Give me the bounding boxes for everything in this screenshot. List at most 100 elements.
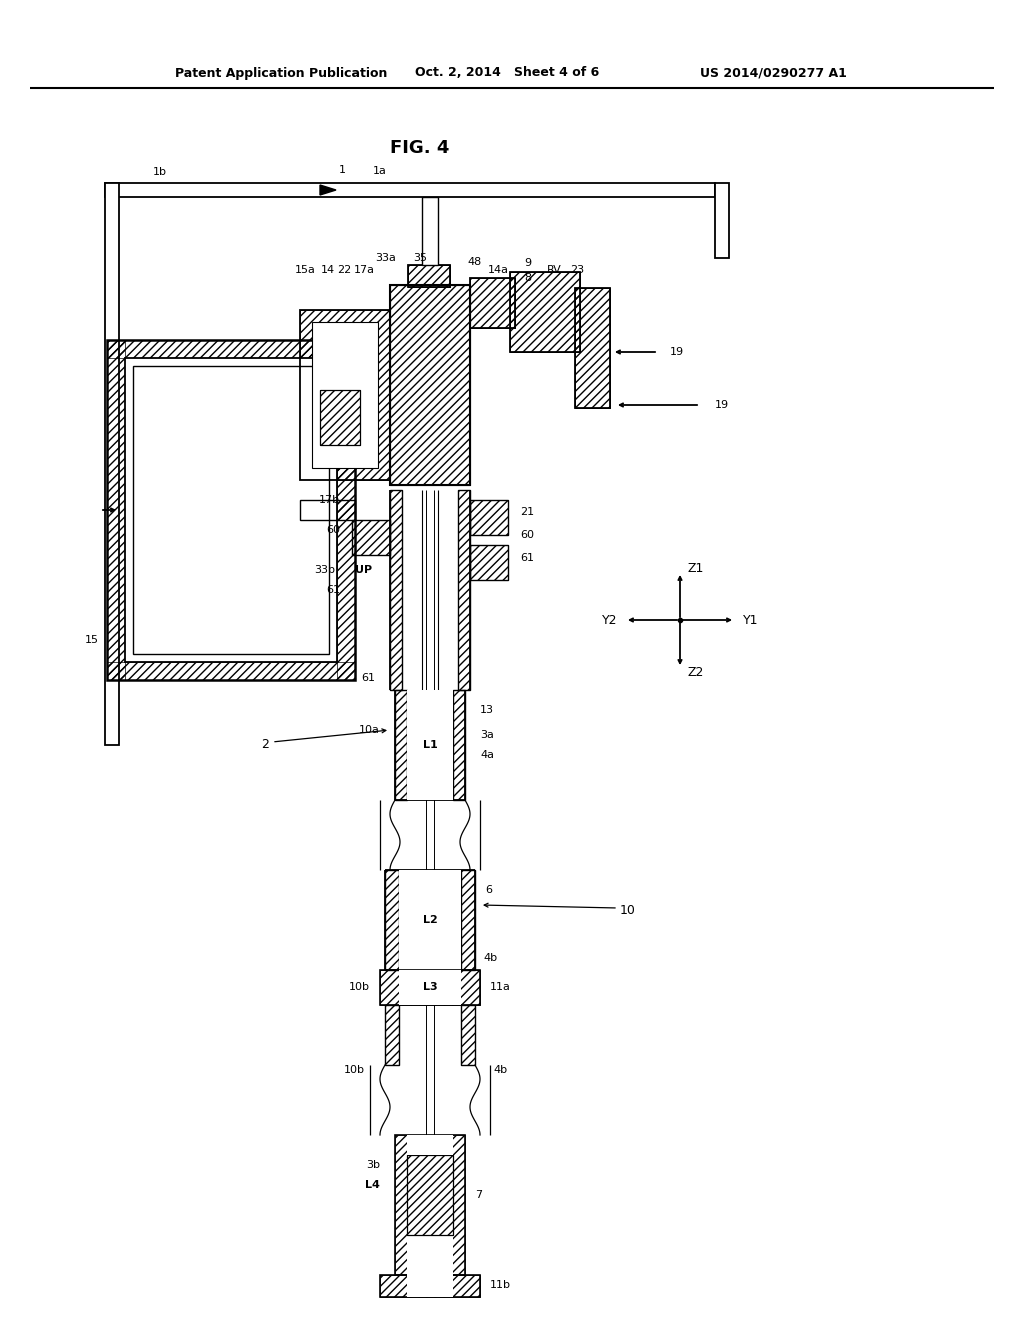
Text: 4a: 4a [480, 750, 494, 760]
Bar [125, 358, 337, 663]
Text: 33a: 33a [376, 253, 396, 263]
Bar [461, 870, 475, 970]
Text: Y1: Y1 [743, 614, 759, 627]
Bar [510, 272, 580, 352]
Bar [407, 1155, 453, 1236]
Text: 17b: 17b [318, 495, 340, 506]
Bar [453, 690, 465, 800]
Bar [106, 663, 355, 680]
Text: 33b: 33b [314, 565, 335, 576]
Text: 4b: 4b [493, 1065, 507, 1074]
Bar [380, 1275, 480, 1298]
Bar [407, 1155, 453, 1236]
Bar [390, 285, 470, 484]
Text: 35: 35 [413, 253, 427, 263]
Text: 6: 6 [485, 884, 492, 895]
Text: 1: 1 [339, 165, 345, 176]
Text: 1b: 1b [153, 168, 167, 177]
Text: 3a: 3a [480, 730, 494, 741]
Text: 61: 61 [326, 585, 340, 595]
Bar [470, 500, 508, 535]
Bar [312, 322, 378, 469]
Bar [461, 870, 475, 970]
Bar [453, 690, 465, 800]
Text: UP: UP [355, 565, 372, 576]
Text: 9: 9 [524, 257, 531, 268]
Bar [470, 279, 515, 327]
Text: 15: 15 [85, 635, 99, 645]
Text: Z2: Z2 [688, 665, 705, 678]
Bar [575, 288, 610, 408]
Text: 21: 21 [520, 507, 535, 517]
Bar [407, 1135, 453, 1155]
Bar [395, 690, 407, 800]
Text: 22: 22 [337, 265, 351, 275]
Text: 60: 60 [520, 531, 534, 540]
Bar [458, 490, 470, 690]
Text: Z1: Z1 [688, 561, 705, 574]
Bar [380, 1275, 480, 1298]
Bar [422, 197, 438, 265]
Bar [385, 1005, 399, 1065]
Bar [395, 1135, 465, 1275]
Bar [385, 870, 399, 970]
Text: 4b: 4b [483, 953, 497, 964]
Text: Patent Application Publication: Patent Application Publication [175, 66, 387, 79]
Bar [380, 970, 480, 1005]
Bar [395, 690, 407, 800]
Text: 3b: 3b [366, 1160, 380, 1170]
Text: 2: 2 [261, 738, 269, 751]
Bar [408, 265, 450, 286]
Text: 48: 48 [468, 257, 482, 267]
Text: 11a: 11a [490, 982, 511, 993]
Bar [352, 520, 390, 554]
Bar [390, 490, 402, 690]
Bar [300, 500, 355, 520]
Text: 19: 19 [670, 347, 684, 356]
Text: 14a: 14a [487, 265, 509, 275]
Bar [390, 490, 402, 690]
Text: 14: 14 [321, 265, 335, 275]
Text: 7: 7 [475, 1191, 482, 1200]
Bar [319, 389, 360, 445]
Text: 1a: 1a [373, 166, 387, 176]
Bar [575, 288, 610, 408]
Text: L3: L3 [423, 982, 437, 993]
Bar [105, 183, 119, 744]
Bar [470, 545, 508, 579]
Text: 61: 61 [520, 553, 534, 564]
Bar [407, 690, 453, 800]
Text: US 2014/0290277 A1: US 2014/0290277 A1 [700, 66, 847, 79]
Text: Y2: Y2 [601, 614, 617, 627]
Text: 10b: 10b [344, 1065, 365, 1074]
Bar [470, 500, 508, 535]
Text: 8: 8 [524, 273, 531, 282]
Text: RV: RV [547, 265, 561, 275]
Bar [105, 183, 715, 197]
Text: L1: L1 [423, 741, 437, 750]
Text: 61: 61 [361, 673, 375, 682]
Bar [407, 1275, 453, 1298]
Bar [106, 341, 355, 358]
Bar [461, 1005, 475, 1065]
Text: Oct. 2, 2014   Sheet 4 of 6: Oct. 2, 2014 Sheet 4 of 6 [415, 66, 599, 79]
Bar [458, 490, 470, 690]
Text: 17a: 17a [353, 265, 375, 275]
Text: 60: 60 [326, 525, 340, 535]
Text: L2: L2 [423, 915, 437, 925]
Bar [470, 545, 508, 579]
Bar [510, 272, 580, 352]
Bar [337, 341, 355, 680]
Bar [715, 183, 729, 257]
Text: 10b: 10b [349, 982, 370, 993]
Bar [300, 310, 390, 480]
Text: 23: 23 [570, 265, 584, 275]
Bar [385, 1005, 399, 1065]
Bar [319, 389, 360, 445]
Text: 13: 13 [480, 705, 494, 715]
Bar [399, 870, 461, 970]
Text: 15a: 15a [295, 265, 315, 275]
Text: FIG. 4: FIG. 4 [390, 139, 450, 157]
Bar [408, 265, 450, 286]
Polygon shape [319, 185, 336, 195]
